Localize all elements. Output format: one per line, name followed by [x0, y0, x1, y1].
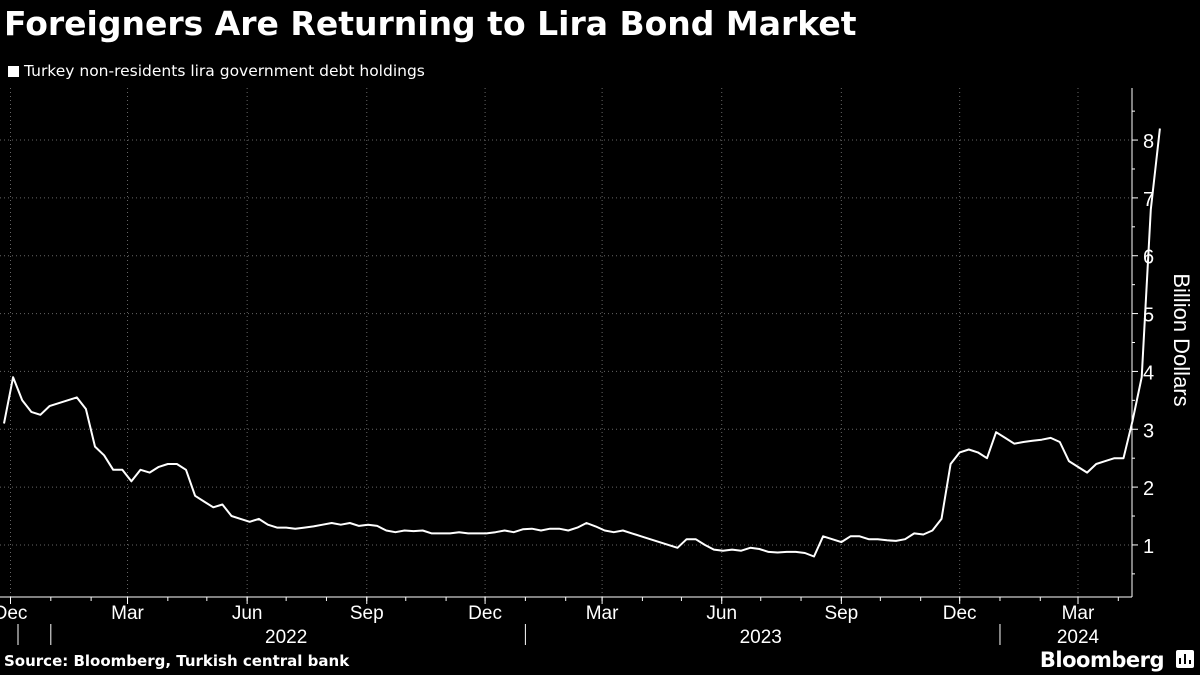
series-layer	[3, 128, 1161, 558]
x-tick-label: Sep	[824, 603, 858, 624]
y-tick-label: 1	[1143, 536, 1154, 558]
x-tick-label: Mar	[586, 603, 619, 624]
chart-title: Foreigners Are Returning to Lira Bond Ma…	[4, 4, 857, 43]
y-tick-label: 3	[1143, 420, 1154, 442]
grid-lines	[0, 88, 1132, 597]
source-note: Source: Bloomberg, Turkish central bank	[4, 652, 350, 670]
legend-label: Turkey non-residents lira government deb…	[24, 62, 425, 80]
y-tick-label: 8	[1143, 131, 1154, 153]
brand-logo: Bloomberg	[1039, 648, 1165, 672]
year-label: 2023	[740, 627, 782, 648]
x-tick-label: Sep	[350, 603, 384, 624]
x-tick-label: Dec	[0, 603, 27, 624]
y-tick-label: 4	[1143, 362, 1154, 384]
series-line	[3, 128, 1161, 558]
bloomberg-chart-icon	[1176, 650, 1194, 668]
x-tick-label: Mar	[1062, 603, 1095, 624]
x-tick-label: Jun	[706, 603, 737, 624]
legend-swatch	[8, 65, 19, 77]
year-label: 2022	[265, 627, 307, 648]
year-label: 2024	[1057, 627, 1100, 648]
x-tick-label: Mar	[111, 603, 144, 624]
y-axis-label: Billion Dollars	[1169, 273, 1194, 406]
legend: Turkey non-residents lira government deb…	[8, 62, 425, 80]
y-tick-label: 5	[1143, 305, 1154, 327]
x-tick-label: Dec	[943, 603, 977, 624]
y-tick-label: 7	[1143, 189, 1154, 211]
x-tick-label: Jun	[232, 603, 263, 624]
x-tick-label: Dec	[468, 603, 502, 624]
x-axis: Dec Mar Jun Sep Dec Mar Jun Sep Dec Mar 2022 2023 20…	[0, 596, 1132, 648]
y-tick-label: 2	[1143, 478, 1154, 500]
